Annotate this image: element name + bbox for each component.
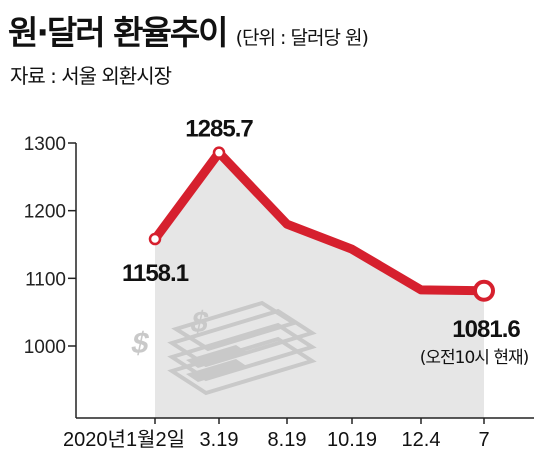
data-point xyxy=(473,279,495,302)
chart-title: 원·달러 환율추이 xyxy=(8,13,229,52)
x-tick-label: 12.4 xyxy=(402,429,441,451)
svg-text:$: $ xyxy=(188,306,212,339)
unit-label: (단위 : 달러당 원) xyxy=(235,27,369,49)
data-point xyxy=(148,232,162,246)
x-tick-label: 8.19 xyxy=(268,429,307,451)
data-label: 1285.7 xyxy=(185,116,253,143)
source-label: 자료 : 서울 외환시장 xyxy=(10,64,172,88)
x-tick-label: 2020년1월2일 xyxy=(63,428,185,451)
y-tick-label: 1100 xyxy=(25,269,66,290)
money-stack-icon: $ $ xyxy=(128,300,317,396)
data-point xyxy=(212,146,226,159)
x-tick-label: 3.19 xyxy=(200,429,239,451)
data-label: 1158.1 xyxy=(122,260,189,287)
x-tick-label: 7 xyxy=(478,429,489,451)
y-tick-label: 1200 xyxy=(24,202,66,223)
y-tick-label: 1300 xyxy=(24,134,66,155)
x-tick-label: 10.19 xyxy=(327,429,377,451)
chart-header: 원·달러 환율추이 (단위 : 달러당 원) xyxy=(8,6,369,54)
series-line xyxy=(150,148,489,296)
annotation-note: (오전10시 현재) xyxy=(420,348,529,368)
y-tick-label: 1000 xyxy=(24,337,66,358)
data-label: 1081.6 xyxy=(452,316,520,343)
svg-text:$: $ xyxy=(128,327,152,360)
